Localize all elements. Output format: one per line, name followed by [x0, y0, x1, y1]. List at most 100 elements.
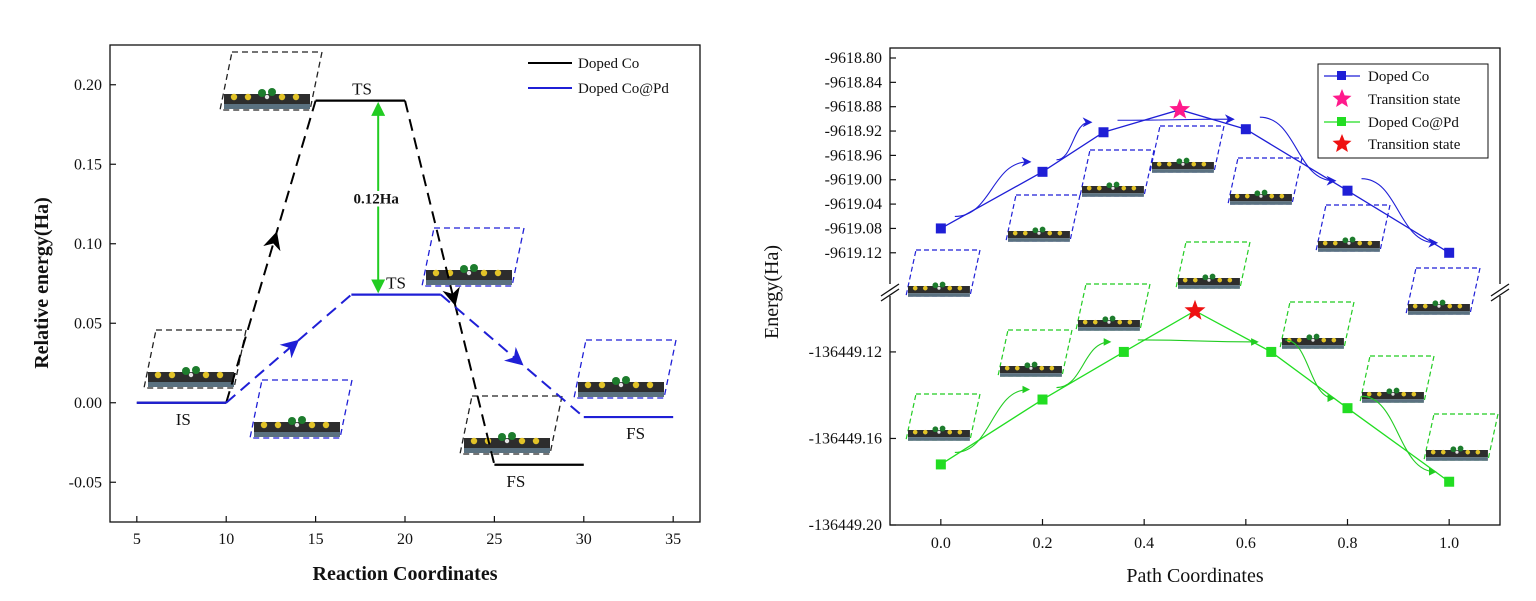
- data-point: [1037, 394, 1048, 405]
- axis-break-marks: [880, 283, 1510, 302]
- series-doped-co-pd: [136, 293, 674, 419]
- thumbnail-frame: [1423, 413, 1499, 461]
- y-tick-label: -9618.84: [825, 74, 882, 91]
- flow-arrow: [1137, 338, 1259, 346]
- thumbnail-copd-3: [1175, 241, 1251, 289]
- slab-structure-icon: [1008, 226, 1070, 242]
- x-tick-label: 0.8: [1338, 535, 1358, 552]
- slab-structure-icon: [1230, 189, 1292, 205]
- right-y-axis-label: Energy(Ha): [761, 245, 783, 339]
- thumbnail-frame: [1405, 267, 1481, 315]
- left-legend: Doped Co Doped Co@Pd: [528, 56, 669, 97]
- legend-star-ts-co: [1332, 89, 1352, 107]
- thumbnail-frame: [997, 329, 1073, 377]
- y-tick-label: -9618.96: [825, 147, 882, 164]
- left-energy-profile-chart: 5 10 15 20 25 30 35 -0.050.000.050.100.150.20 …: [31, 44, 701, 585]
- direction-arrow: [279, 339, 300, 359]
- y-tick-label: -0.05: [69, 474, 102, 491]
- slab-structure-icon: [148, 366, 234, 387]
- x-tick-label: 5: [133, 531, 141, 548]
- slab-structure-icon: [1408, 299, 1470, 315]
- transition-state-star: [1184, 299, 1206, 320]
- x-tick-label: 30: [576, 531, 592, 548]
- thumbnail-copd-2: [1075, 283, 1151, 331]
- y-tick-label: -9618.80: [825, 50, 882, 67]
- thumbnail-copd-1: [997, 329, 1073, 377]
- x-tick-label: 35: [665, 531, 681, 548]
- slab-structure-icon: [1362, 387, 1424, 403]
- y-tick-label: -136449.16: [809, 430, 882, 447]
- flow-arrow: [1056, 338, 1112, 389]
- data-point: [935, 459, 946, 470]
- right-series-layer: [935, 98, 1455, 487]
- x-tick-label: 0.2: [1033, 535, 1053, 552]
- right-legend: Doped Co Transition state Doped Co@Pd Tr…: [1317, 63, 1489, 159]
- thumbnail-frame: [1149, 125, 1225, 173]
- legend-label-doped-co: Doped Co: [578, 56, 639, 72]
- thumbnail-frame: [219, 51, 323, 111]
- x-tick-label: 20: [397, 531, 413, 548]
- thumbnail-co-fs: [459, 395, 563, 455]
- thumbnail-co-6: [1405, 267, 1481, 315]
- thumbnail-co-0: [905, 249, 981, 297]
- data-point: [1342, 185, 1353, 196]
- slab-structure-icon: [1426, 445, 1488, 461]
- x-tick-label: 0.0: [931, 535, 951, 552]
- x-tick-label: 1.0: [1439, 535, 1459, 552]
- thumbnail-frame: [1279, 301, 1355, 349]
- slab-structure-icon: [464, 432, 550, 453]
- thumbnail-frame: [1079, 149, 1155, 197]
- y-tick-label: -9618.88: [825, 99, 882, 116]
- slab-structure-icon: [224, 88, 310, 109]
- direction-arrow: [442, 286, 460, 307]
- y-tick-label: -9618.92: [825, 123, 882, 140]
- state-label-fs: FS: [506, 472, 525, 491]
- x-tick-label: 0.4: [1134, 535, 1154, 552]
- data-point: [1118, 346, 1129, 357]
- flow-arrow: [1361, 178, 1439, 248]
- slab-structure-icon: [1178, 273, 1240, 289]
- thumbnail-copd-ts: [421, 227, 525, 287]
- thumbnail-co-1: [1005, 194, 1081, 242]
- data-point: [1444, 476, 1455, 487]
- thumbnail-frame: [1175, 241, 1251, 289]
- series-doped-co: [935, 98, 1455, 258]
- flow-arrow: [954, 156, 1032, 217]
- thumbnail-frame: [905, 249, 981, 297]
- flow-arrow: [954, 385, 1031, 453]
- data-point: [935, 223, 946, 234]
- thumbnail-frame: [1359, 355, 1435, 403]
- thumbnail-co-2: [1079, 149, 1155, 197]
- left-x-axis-label: Reaction Coordinates: [313, 563, 498, 585]
- y-tick-label: 0.10: [74, 236, 102, 253]
- left-y-axis-ticks: -0.05 0.00 0.05 0.10 0.15 0.20: [69, 77, 116, 491]
- slab-structure-icon: [908, 281, 970, 297]
- direction-arrow: [263, 231, 281, 252]
- data-point: [1342, 403, 1353, 414]
- y-tick-label: -136449.20: [809, 517, 882, 534]
- data-point: [1037, 166, 1048, 177]
- thumbnail-co-ts: [219, 51, 323, 111]
- thumbnail-co-3: [1149, 125, 1225, 173]
- data-point: [1444, 247, 1455, 258]
- thumbnail-co-4: [1227, 157, 1303, 205]
- thumbnail-co-is: [143, 329, 247, 389]
- slab-structure-icon: [1082, 181, 1144, 197]
- flow-arrow: [1117, 114, 1235, 125]
- connector-dashed: [404, 100, 496, 465]
- thumbnail-frame: [249, 379, 353, 439]
- thumbnail-co-5: [1315, 204, 1391, 252]
- right-path-energy-chart: 0.0 0.2 0.4 0.6 0.8 1.0 -9618.80-9618.84-9618…: [761, 47, 1510, 587]
- flow-arrow: [1259, 116, 1337, 186]
- right-x-axis-ticks: 0.0 0.2 0.4 0.6 0.8 1.0: [931, 519, 1459, 552]
- right-y-axis-ticks: -9618.80 -9618.84 -9618.88 -9618.92 -9618.96…: [809, 50, 896, 534]
- thumbnail-copd-fs: [573, 339, 677, 399]
- thumbnail-frame: [573, 339, 677, 399]
- legend-label-ts-co-pd: Transition state: [1368, 137, 1461, 153]
- slab-structure-icon: [254, 416, 340, 437]
- thumbnail-copd-4: [1279, 301, 1355, 349]
- slab-structure-icon: [1152, 157, 1214, 173]
- data-point: [1098, 127, 1109, 138]
- right-x-axis-label: Path Coordinates: [1126, 565, 1263, 587]
- slab-structure-icon: [426, 264, 512, 285]
